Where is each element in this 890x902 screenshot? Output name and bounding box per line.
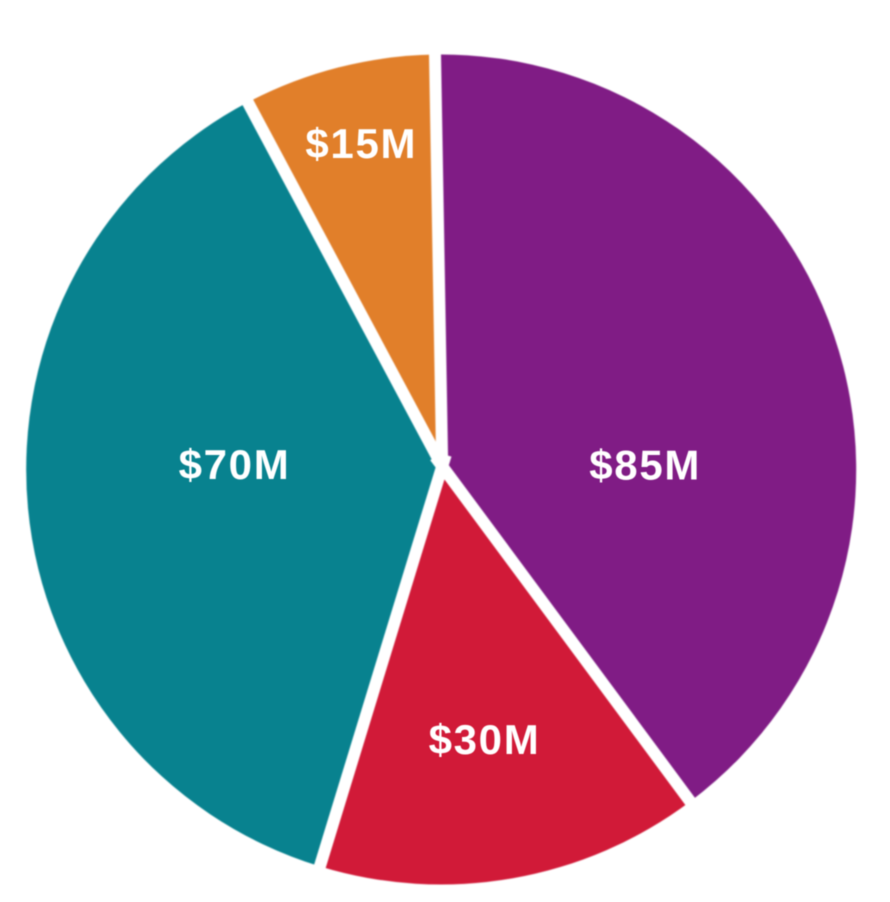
pie-slice-70m xyxy=(26,102,443,867)
pie-shapes-layer xyxy=(26,44,857,885)
slice-separator xyxy=(237,90,454,480)
slice-separator xyxy=(430,453,701,814)
pie-slice-85m xyxy=(435,54,857,802)
slice-value-label-30m: $30M xyxy=(429,716,541,763)
pie-labels-layer: $85M $30M $70M $15M xyxy=(179,120,701,763)
slice-separator xyxy=(428,44,449,479)
slice-value-label-70m: $70M xyxy=(179,441,291,488)
slice-value-label-15m: $15M xyxy=(305,120,417,167)
slice-value-label-85m: $85M xyxy=(589,441,701,488)
slice-separator xyxy=(311,453,452,878)
